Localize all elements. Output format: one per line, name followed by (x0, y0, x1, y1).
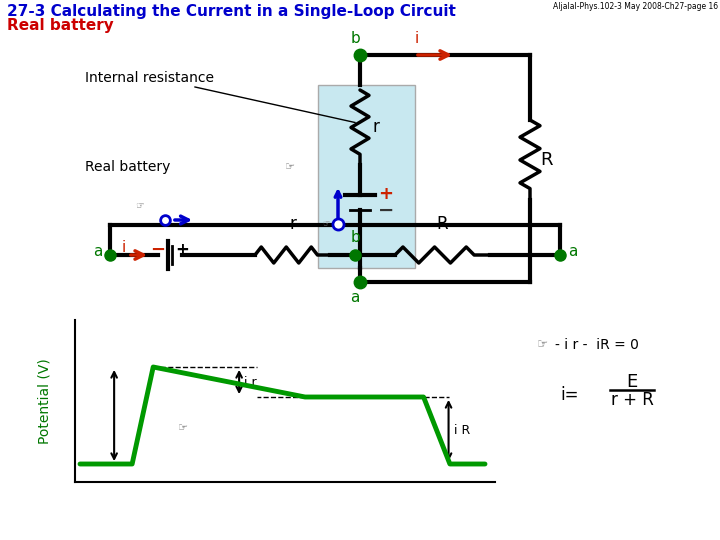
Text: b: b (350, 31, 360, 46)
Text: +: + (378, 185, 393, 203)
Text: a: a (568, 245, 577, 260)
Text: i R: i R (454, 424, 470, 437)
Text: i r: i r (244, 375, 257, 388)
Text: ☞: ☞ (285, 162, 295, 172)
Text: i: i (415, 31, 419, 46)
Text: Aljalal-Phys.102-3 May 2008-Ch27-page 16: Aljalal-Phys.102-3 May 2008-Ch27-page 16 (553, 2, 718, 11)
Text: Real battery: Real battery (7, 18, 114, 33)
Text: Real battery: Real battery (85, 160, 171, 174)
Text: −: − (150, 241, 166, 259)
Text: 27-3 Calculating the Current in a Single-Loop Circuit: 27-3 Calculating the Current in a Single… (7, 4, 456, 19)
Text: r: r (289, 215, 296, 233)
Text: i=: i= (560, 386, 578, 404)
Text: a: a (351, 290, 360, 305)
Text: r: r (373, 118, 380, 137)
Text: a: a (93, 245, 102, 260)
Text: Internal resistance: Internal resistance (85, 71, 214, 85)
Text: b: b (350, 230, 360, 245)
Text: - i r -  iR = 0: - i r - iR = 0 (555, 338, 639, 352)
Text: +: + (175, 241, 189, 259)
Text: ☞: ☞ (537, 339, 548, 352)
Text: R: R (437, 215, 449, 233)
Text: i: i (122, 240, 126, 254)
Text: −: − (378, 200, 395, 219)
Text: r + R: r + R (611, 391, 654, 409)
Text: R: R (540, 151, 552, 169)
Text: Potential (V): Potential (V) (38, 358, 52, 444)
Text: ☞: ☞ (179, 422, 188, 433)
Text: E: E (626, 373, 638, 391)
Text: ☞: ☞ (135, 201, 145, 211)
Text: ☞: ☞ (323, 219, 330, 228)
Bar (318, 85, 415, 268)
